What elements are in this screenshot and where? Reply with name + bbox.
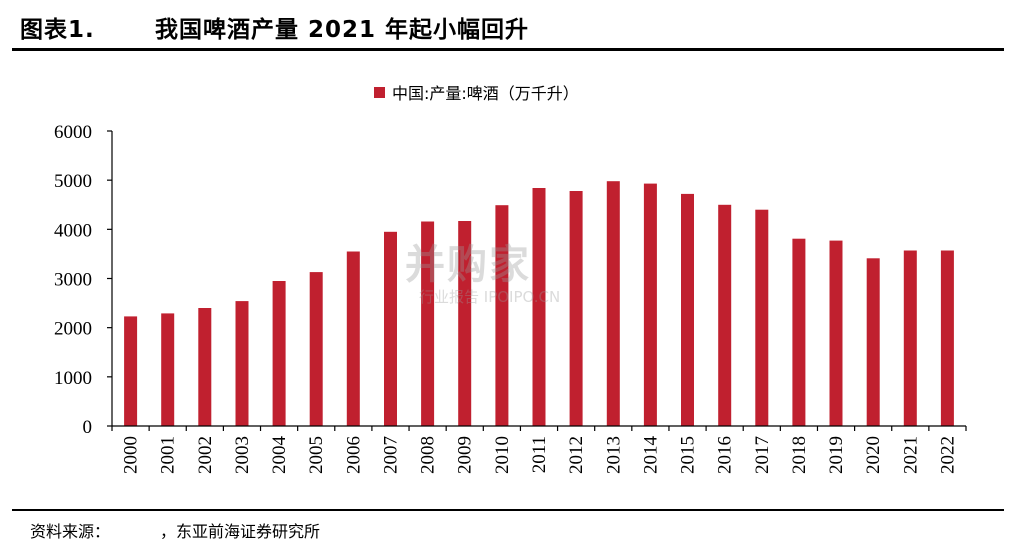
figure-label: 图表1. [20,17,95,43]
figure-title: 我国啤酒产量 2021 年起小幅回升 [155,17,530,43]
bar [606,181,620,426]
y-tick-label: 0 [83,417,93,438]
x-tick-label: 2003 [232,436,253,474]
bottom-rule [12,509,1004,511]
x-tick-label: 2020 [863,436,884,474]
source-note: 资料来源： ，东亚前海证券研究所 [30,518,320,542]
bar [569,191,583,426]
bar [384,231,397,426]
bar [829,240,843,426]
y-tick-label: 5000 [54,171,92,192]
x-tick-label: 2018 [789,436,810,474]
x-tick-label: 2022 [937,436,958,474]
bar [495,205,509,426]
x-tick-label: 2002 [195,436,216,474]
x-tick-label: 2007 [380,436,401,474]
x-tick-label: 2004 [269,436,290,475]
bar [755,209,769,426]
x-tick-label: 2010 [492,436,513,474]
bar [161,313,175,426]
bar [346,251,360,426]
bar [718,204,732,427]
x-tick-label: 2019 [826,436,847,474]
x-tick-label: 2006 [343,436,364,474]
y-tick-label: 1000 [54,368,92,389]
source-label: 资料来源： [30,522,111,541]
bar [903,250,917,426]
x-tick-label: 2015 [678,436,699,474]
bar [681,193,694,426]
bar [124,316,138,426]
x-tick-label: 2009 [455,436,476,474]
x-tick-label: 2005 [306,436,327,474]
bar [532,188,546,426]
bar [940,250,954,426]
y-tick-label: 4000 [54,220,92,241]
bar [792,238,806,426]
x-tick-label: 2016 [715,436,736,474]
legend-label: 中国:产量:啤酒（万千升） [392,84,579,103]
y-tick-label: 3000 [54,270,92,291]
y-tick-label: 2000 [54,319,92,340]
bar [643,183,657,426]
source-text: ，东亚前海证券研究所 [160,522,321,541]
x-tick-label: 2012 [566,436,587,474]
bar [235,301,249,426]
bar [421,221,435,426]
x-tick-label: 2013 [603,436,624,474]
x-tick-label: 2000 [121,436,142,474]
x-tick-label: 2021 [900,436,921,474]
y-tick-label: 6000 [54,122,92,143]
bar [866,258,880,426]
x-tick-label: 2011 [529,436,550,473]
x-tick-label: 2017 [752,436,773,474]
bar [272,281,286,426]
x-tick-label: 2001 [158,436,179,474]
legend-swatch [374,87,385,98]
x-tick-label: 2008 [418,436,439,474]
bar [198,308,212,426]
bar [458,221,472,426]
top-rule [12,48,1004,51]
x-tick-label: 2014 [640,436,661,475]
bar [309,272,323,426]
